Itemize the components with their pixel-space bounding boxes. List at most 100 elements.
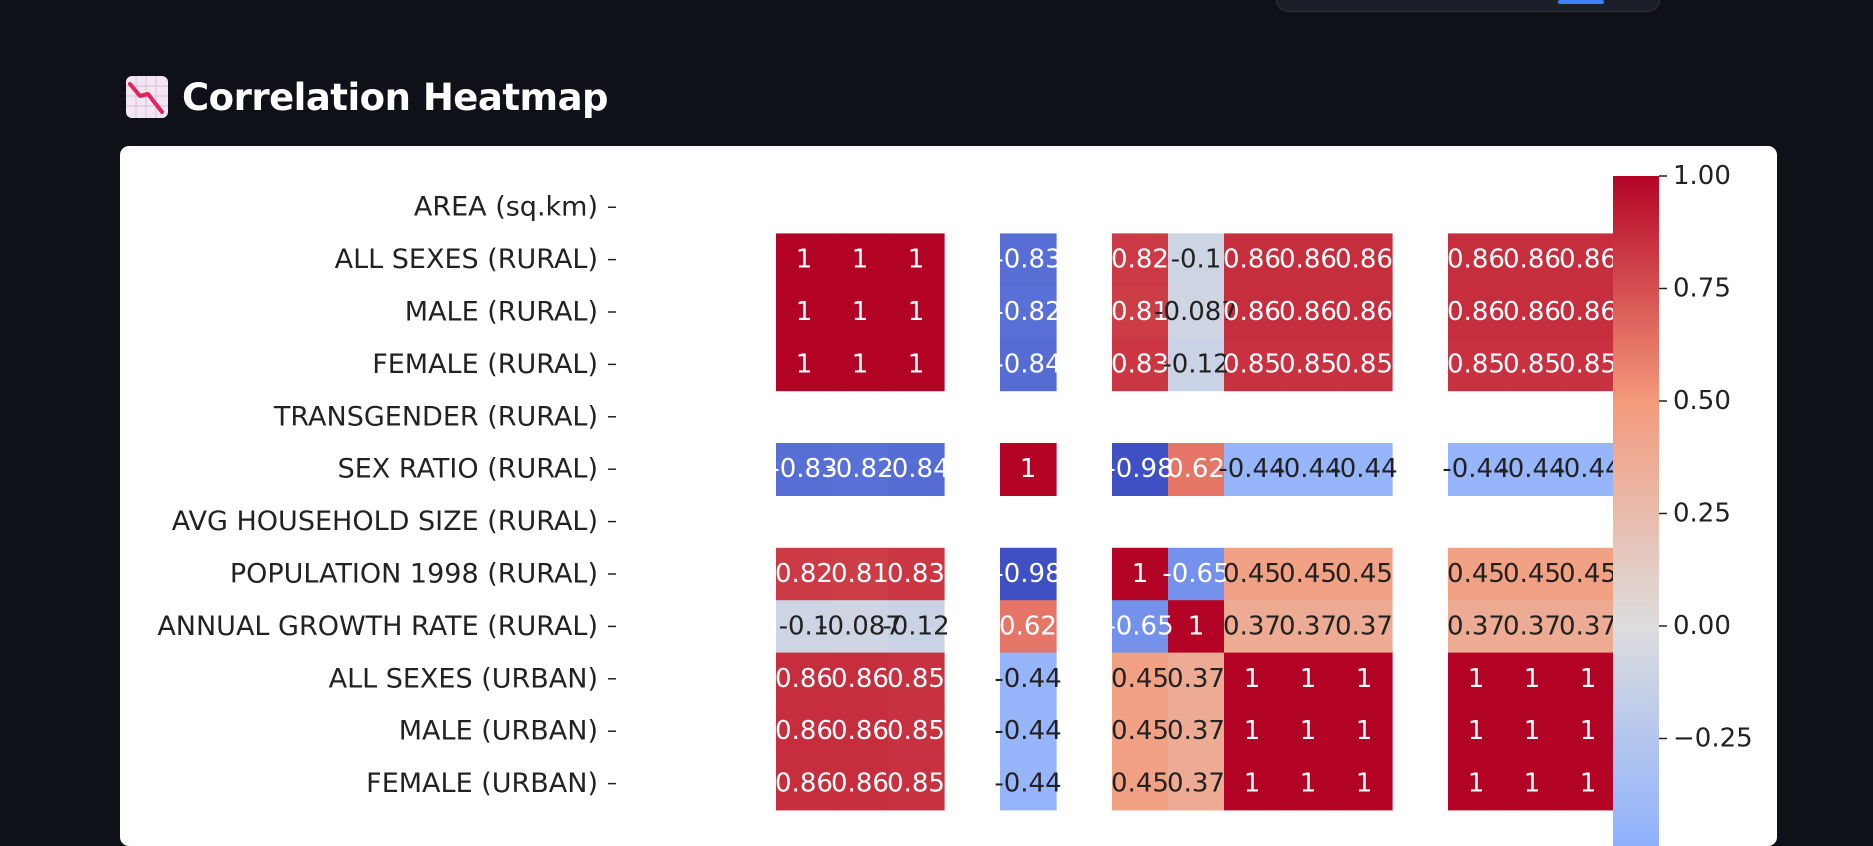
heatmap-cell [832, 233, 889, 287]
cell-value-label: -0.44 [1274, 454, 1341, 484]
heatmap-cell [888, 757, 945, 811]
cell-value-label: -0.44 [1498, 454, 1565, 484]
heatmap-cell [1000, 443, 1057, 496]
heatmap-cell [1280, 233, 1337, 287]
cell-value-label: 0.86 [1335, 297, 1393, 327]
cell-value-label: 0.86 [831, 769, 889, 799]
heatmap-cell [1336, 338, 1393, 392]
heatmap-cell [1448, 600, 1505, 654]
cell-value-label: 1 [1524, 716, 1541, 746]
top-control-accent [1558, 0, 1604, 4]
heatmap-cell [1560, 705, 1617, 758]
heatmap-cell [888, 705, 945, 758]
cell-value-label: 0.45 [1223, 559, 1281, 589]
heatmap-cell [1224, 547, 1281, 601]
heatmap-cell [888, 338, 945, 392]
cell-value-label: -0.44 [994, 716, 1061, 746]
cell-value-label: 0.85 [887, 769, 945, 799]
heatmap-cell [776, 652, 833, 706]
heatmap-cell [1448, 652, 1505, 706]
heatmap-cell [1504, 705, 1561, 758]
cell-value-label: 0.86 [1503, 297, 1561, 327]
heatmap-cell [1336, 233, 1393, 287]
heatmap-cell [1112, 233, 1169, 287]
heatmap-cell [1504, 233, 1561, 287]
heatmap-cell [1168, 547, 1225, 601]
cell-value-label: 1 [908, 245, 925, 275]
cell-value-label: 1 [1524, 664, 1541, 694]
cell-value-label: -0.44 [994, 769, 1061, 799]
heatmap-cell [776, 285, 833, 339]
heatmap-cell [1224, 757, 1281, 811]
cell-value-label: 0.83 [887, 559, 945, 589]
heatmap-cell [1000, 547, 1057, 601]
heatmap-cell [1000, 285, 1057, 339]
cell-value-label: -0.84 [882, 454, 949, 484]
cell-value-label: -0.1 [1171, 245, 1222, 275]
heatmap-cell [1504, 443, 1561, 496]
cell-value-label: -0.12 [882, 611, 949, 641]
heatmap-cell [1336, 600, 1393, 654]
heatmap-cell [1112, 547, 1169, 601]
cell-value-label: -0.83 [770, 454, 837, 484]
row-label: FEMALE (RURAL) [372, 349, 598, 380]
heatmap-cell [1280, 757, 1337, 811]
cell-value-label: 0.37 [1167, 716, 1225, 746]
heatmap-cell [1224, 338, 1281, 392]
cell-value-label: 1 [1020, 454, 1037, 484]
cell-value-label: 0.62 [999, 611, 1057, 641]
cell-value-label: 1 [1300, 769, 1317, 799]
colorbar-tick-label: 0.50 [1673, 386, 1731, 416]
heatmap-cell [1112, 443, 1169, 496]
heatmap-cell [776, 338, 833, 392]
heatmap-cell [1560, 233, 1617, 287]
heatmap-cell [776, 547, 833, 601]
cell-value-label: 0.37 [1279, 611, 1337, 641]
cell-value-label: -0.44 [1442, 454, 1509, 484]
cell-value-label: 0.86 [1335, 245, 1393, 275]
cell-value-label: 0.37 [1503, 611, 1561, 641]
cell-value-label: 0.85 [887, 716, 945, 746]
cell-value-label: -0.84 [994, 349, 1061, 379]
cell-value-label: 1 [1300, 716, 1317, 746]
heatmap-cell [1336, 285, 1393, 339]
cell-value-label: 0.82 [775, 559, 833, 589]
heatmap-cell [1168, 600, 1225, 654]
cell-value-label: 1 [796, 245, 813, 275]
heatmap-cell [832, 338, 889, 392]
colorbar-tick-label: −0.25 [1673, 724, 1753, 754]
cell-value-label: 0.45 [1279, 559, 1337, 589]
cell-value-label: 1 [1468, 716, 1485, 746]
heatmap-cell [1224, 652, 1281, 706]
heatmap-cell [1000, 705, 1057, 758]
cell-value-label: -0.44 [1218, 454, 1285, 484]
cell-value-label: 1 [1244, 664, 1261, 694]
cell-value-label: 0.45 [1335, 559, 1393, 589]
heatmap-cell [1448, 443, 1505, 496]
cell-value-label: 1 [1356, 769, 1373, 799]
cell-value-label: -0.44 [1554, 454, 1621, 484]
cell-value-label: -0.83 [994, 245, 1061, 275]
row-label: ALL SEXES (URBAN) [329, 663, 598, 694]
heatmap-cell [1280, 652, 1337, 706]
heatmap-cell [832, 705, 889, 758]
heatmap-cell [1448, 757, 1505, 811]
cell-value-label: 1 [852, 297, 869, 327]
cell-value-label: -0.82 [826, 454, 893, 484]
heatmap-cell [1336, 757, 1393, 811]
heatmap-cell [1336, 705, 1393, 758]
heatmap-cell [1504, 338, 1561, 392]
heatmap-cell [1000, 233, 1057, 287]
cell-value-label: 0.45 [1111, 716, 1169, 746]
cell-value-label: 0.86 [831, 664, 889, 694]
cell-value-label: -0.98 [994, 559, 1061, 589]
row-label: TRANSGENDER (RURAL) [273, 401, 598, 432]
cell-value-label: 0.45 [1111, 664, 1169, 694]
cell-value-label: 1 [852, 245, 869, 275]
heatmap-cell [832, 652, 889, 706]
heatmap-cell [776, 600, 833, 654]
heatmap-cell [1168, 443, 1225, 496]
heatmap-cell [1448, 285, 1505, 339]
heatmap-cell [1112, 652, 1169, 706]
cell-value-label: 0.37 [1167, 664, 1225, 694]
